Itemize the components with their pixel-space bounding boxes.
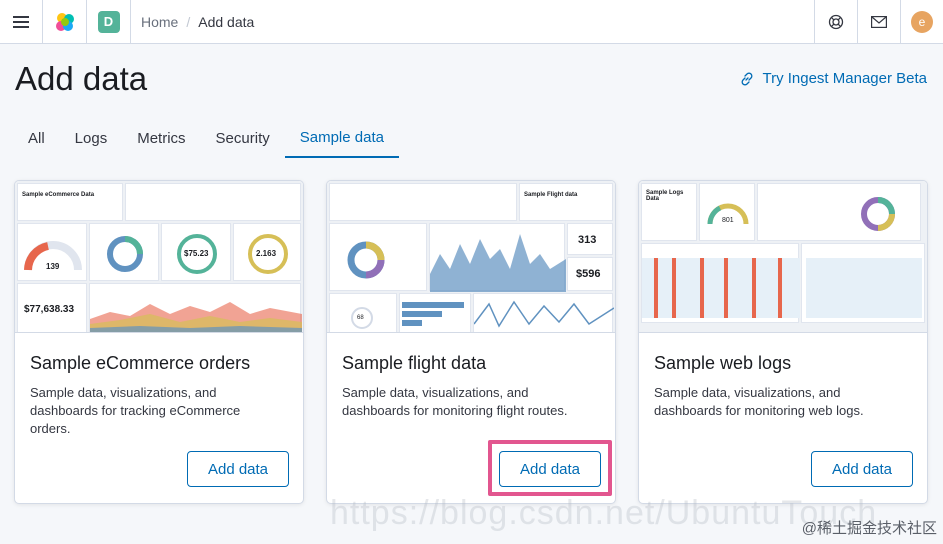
user-menu-button[interactable]: e	[900, 0, 943, 44]
card-ecommerce: Sample eCommerce Data 139 $75.23 2.163 $…	[14, 180, 304, 504]
space-selector[interactable]: D	[87, 0, 131, 44]
ring-chart-icon-2	[248, 234, 288, 274]
breadcrumb-current: Add data	[198, 13, 255, 30]
weblogs-thumbnail: Sample Logs Data 801	[639, 181, 927, 333]
card-title: Sample web logs	[654, 353, 792, 373]
watermark-corner: @稀土掘金技术社区	[801, 520, 937, 537]
donut-chart-icon	[107, 236, 143, 272]
elastic-logo-icon	[55, 12, 74, 31]
newsfeed-button[interactable]	[857, 0, 900, 44]
tab-metrics[interactable]: Metrics	[137, 129, 186, 147]
thumb-stat-1: 313	[578, 234, 597, 246]
tab-sample-data[interactable]: Sample data	[284, 120, 399, 158]
bar-chart-icon	[402, 302, 464, 326]
line-chart-icon	[473, 300, 615, 328]
space-badge: D	[97, 10, 120, 33]
thumb-title: Sample Logs Data	[646, 190, 684, 202]
link-icon	[742, 72, 753, 85]
card-flights: Sample Flight data 313 $596 68 Sample fl…	[326, 180, 616, 504]
breadcrumb-separator: /	[186, 13, 191, 30]
card-title: Sample flight data	[342, 353, 487, 373]
add-data-button-ecommerce[interactable]: Add data	[187, 451, 289, 487]
thumb-stat-3: 2.163	[256, 249, 277, 258]
gauge-chart-icon	[24, 241, 82, 271]
thumb-stat-1: 801	[722, 217, 734, 224]
tab-bar: All Logs Metrics Security Sample data	[13, 120, 399, 158]
flights-thumbnail: Sample Flight data 313 $596 68	[327, 181, 615, 333]
donut-chart-icon	[861, 197, 895, 231]
thumb-stat-1: 139	[46, 262, 60, 271]
highlight-box	[488, 440, 612, 496]
breadcrumb: Home / Add data	[131, 14, 814, 30]
breadcrumb-home[interactable]: Home	[141, 13, 179, 30]
area-chart-icon	[430, 234, 566, 292]
thumb-title: Sample Flight data	[524, 192, 578, 198]
add-data-button-flights[interactable]: Add data	[499, 451, 601, 487]
gauge-chart-icon	[351, 307, 373, 329]
card-title: Sample eCommerce orders	[30, 353, 251, 373]
page-title: Add data	[15, 60, 148, 97]
thumb-stat-2: $596	[576, 268, 601, 280]
ingest-manager-link[interactable]: Try Ingest Manager Beta	[740, 70, 927, 87]
thumb-stat-3: 68	[357, 315, 364, 321]
watermark-url: https://blog.csdn.net/UbuntuTouch	[330, 494, 878, 532]
ring-chart-icon	[177, 234, 217, 274]
card-description: Sample data, visualizations, and dashboa…	[30, 385, 241, 436]
tab-all[interactable]: All	[28, 129, 45, 147]
ecommerce-thumbnail: Sample eCommerce Data 139 $75.23 2.163 $…	[15, 181, 303, 333]
mail-icon	[871, 15, 887, 28]
donut-chart-icon	[347, 241, 385, 279]
card-weblogs: Sample Logs Data 801 Sample web logs Sam…	[638, 180, 928, 504]
top-header: D Home / Add data e	[0, 0, 943, 44]
card-description: Sample data, visualizations, and dashboa…	[342, 385, 568, 418]
thumb-title: Sample eCommerce Data	[22, 192, 95, 198]
area-chart-icon	[90, 302, 302, 332]
thumb-stat-4: $77,638.33	[24, 304, 75, 315]
help-lifebuoy-icon	[828, 14, 844, 29]
bar-chart-icon	[642, 258, 800, 318]
hamburger-icon	[13, 15, 29, 28]
ingest-link-label: Try Ingest Manager Beta	[762, 70, 927, 87]
gauge-chart-icon	[707, 203, 749, 225]
elastic-logo[interactable]	[43, 0, 87, 44]
card-description: Sample data, visualizations, and dashboa…	[654, 385, 864, 418]
add-data-button-weblogs[interactable]: Add data	[811, 451, 913, 487]
tab-logs[interactable]: Logs	[74, 129, 108, 147]
tab-security[interactable]: Security	[215, 129, 270, 147]
thumb-stat-2: $75.23	[184, 249, 209, 258]
avatar: e	[911, 10, 933, 33]
help-button[interactable]	[814, 0, 857, 44]
menu-button[interactable]	[0, 0, 43, 44]
scatter-chart-icon	[806, 258, 922, 318]
